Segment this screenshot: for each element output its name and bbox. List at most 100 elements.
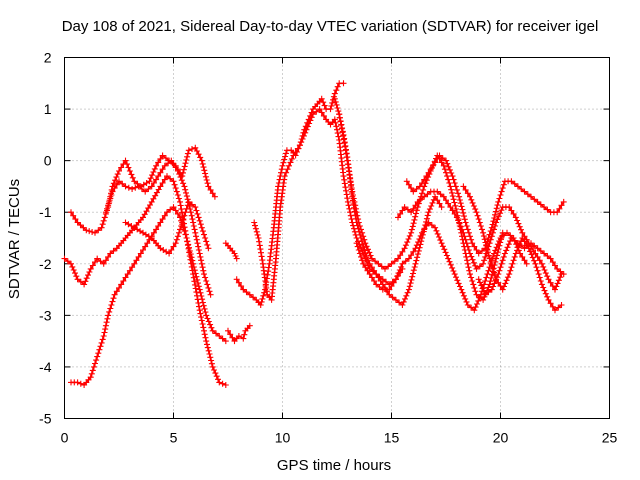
data-point-marker	[109, 188, 116, 195]
data-point-marker	[180, 216, 187, 223]
data-point-marker	[198, 314, 205, 321]
data-point-marker	[460, 229, 467, 236]
data-point-marker	[208, 324, 215, 331]
data-point-marker	[195, 243, 202, 250]
data-point-marker	[97, 258, 104, 265]
data-point-marker	[534, 253, 541, 260]
data-point-marker	[355, 219, 362, 226]
data-point-marker	[128, 171, 135, 178]
data-point-marker	[178, 206, 185, 213]
data-point-marker	[405, 286, 412, 293]
data-point-marker	[355, 216, 362, 223]
data-point-marker	[397, 252, 404, 259]
data-point-marker	[157, 183, 164, 190]
data-point-marker	[456, 197, 463, 203]
data-point-marker	[345, 202, 352, 209]
data-point-marker	[360, 233, 367, 240]
data-point-marker	[471, 307, 478, 314]
data-point-marker	[200, 324, 207, 331]
data-point-marker	[521, 257, 528, 264]
data-point-marker	[206, 288, 213, 295]
data-point-marker	[405, 181, 412, 188]
data-point-marker	[473, 209, 480, 216]
data-point-marker	[188, 254, 195, 261]
data-point-marker	[207, 186, 214, 193]
series-layer	[61, 80, 567, 388]
data-point-marker	[181, 163, 188, 170]
data-point-marker	[534, 245, 541, 252]
data-point-marker	[211, 193, 218, 200]
data-point-marker	[474, 301, 480, 307]
data-point-marker	[290, 152, 297, 159]
data-point-marker	[148, 198, 155, 205]
data-point-marker	[122, 183, 129, 190]
data-point-marker	[222, 382, 229, 388]
data-point-marker	[398, 263, 405, 270]
data-point-marker	[265, 264, 272, 271]
data-point-marker	[468, 274, 475, 281]
data-point-marker	[544, 273, 551, 280]
data-point-marker	[490, 283, 497, 290]
data-point-marker	[310, 111, 316, 118]
data-point-marker	[89, 262, 96, 269]
data-point-marker	[114, 171, 121, 178]
data-point-marker	[453, 274, 459, 281]
data-point-marker	[436, 152, 443, 159]
data-point-marker	[202, 309, 209, 316]
data-point-marker	[463, 240, 470, 247]
data-point-marker	[182, 186, 189, 193]
data-point-marker	[489, 265, 496, 272]
data-point-marker	[555, 277, 562, 284]
data-point-marker	[479, 226, 485, 233]
data-point-marker	[97, 343, 104, 350]
data-point-marker	[341, 140, 348, 147]
data-point-marker	[504, 274, 511, 281]
data-point-marker	[487, 259, 494, 266]
data-point-marker	[413, 207, 420, 214]
data-point-marker	[494, 274, 500, 281]
data-point-marker	[170, 243, 177, 250]
data-point-marker	[408, 209, 415, 216]
x-tick-label: 20	[493, 430, 509, 446]
data-point-marker	[464, 243, 471, 250]
data-point-marker	[462, 186, 469, 193]
data-point-marker	[399, 260, 406, 267]
data-point-marker	[405, 236, 412, 242]
data-point-marker	[189, 257, 196, 264]
data-point-marker	[196, 217, 203, 224]
data-point-marker	[496, 238, 503, 245]
data-point-marker	[388, 260, 395, 267]
data-point-marker	[414, 198, 421, 205]
data-point-marker	[95, 227, 102, 234]
data-point-marker	[198, 293, 205, 299]
data-point-marker	[185, 147, 192, 154]
y-tick-label: -3	[39, 307, 52, 323]
data-point-marker	[489, 221, 496, 228]
data-point-marker	[489, 253, 496, 260]
data-point-marker	[447, 183, 454, 190]
data-point-marker	[457, 200, 464, 207]
data-point-marker	[515, 220, 522, 227]
data-point-marker	[183, 235, 190, 241]
data-point-marker	[554, 265, 561, 272]
data-point-marker	[536, 257, 543, 264]
data-point-marker	[498, 260, 505, 267]
data-point-marker	[421, 226, 428, 233]
data-point-marker	[359, 241, 366, 248]
data-point-marker	[151, 165, 158, 172]
data-point-marker	[493, 205, 500, 212]
data-point-marker	[203, 177, 210, 183]
data-point-marker	[505, 241, 512, 248]
data-point-marker	[200, 302, 207, 309]
data-point-marker	[485, 289, 492, 296]
data-point-marker	[528, 251, 535, 258]
data-point-marker	[145, 205, 152, 212]
data-point-marker	[182, 160, 189, 167]
data-point-marker	[333, 101, 340, 108]
data-point-marker	[327, 106, 334, 113]
data-point-marker	[177, 174, 184, 181]
data-point-marker	[304, 123, 311, 130]
data-point-marker	[480, 229, 487, 236]
data-point-marker	[107, 305, 114, 312]
data-point-marker	[88, 370, 95, 377]
